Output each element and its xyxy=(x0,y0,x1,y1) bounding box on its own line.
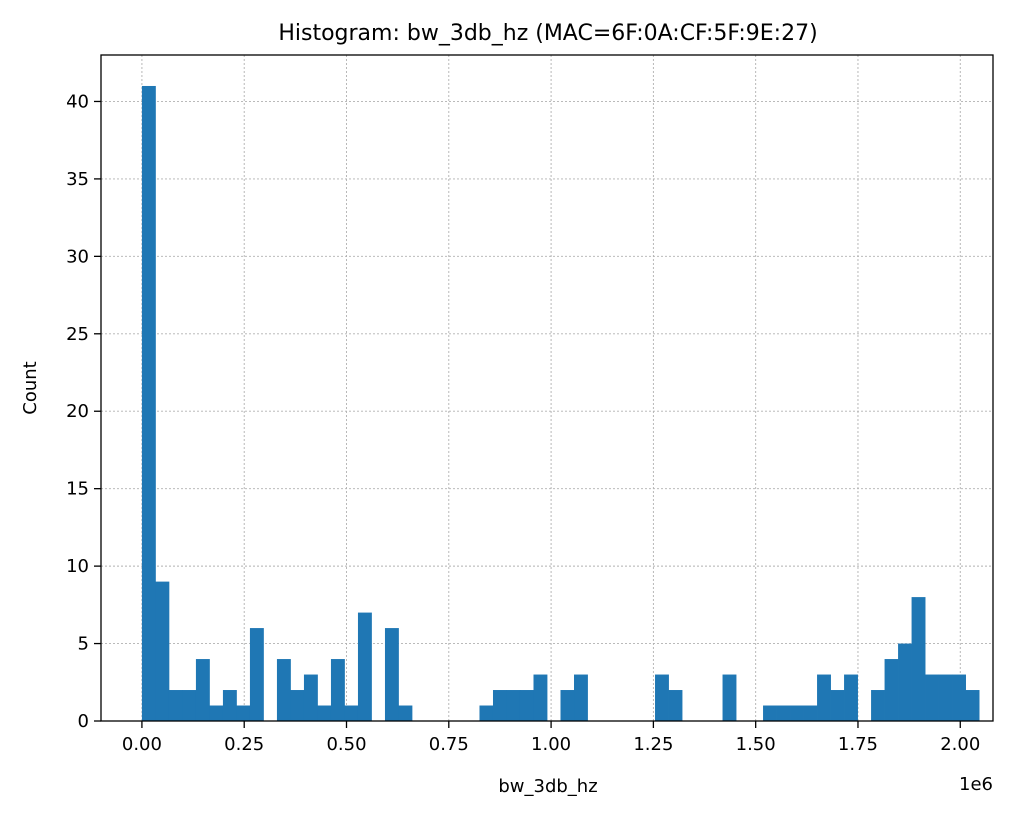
y-tick-label: 20 xyxy=(66,401,89,422)
histogram-bar xyxy=(303,674,318,721)
histogram-bar xyxy=(276,659,291,721)
histogram-bar xyxy=(938,674,953,721)
histogram-bar xyxy=(722,674,737,721)
histogram-bar xyxy=(236,705,251,721)
histogram-bar xyxy=(574,674,588,721)
histogram-bar xyxy=(506,690,521,721)
x-tick-label: 1.50 xyxy=(736,734,776,755)
x-tick-label: 0.75 xyxy=(429,734,469,755)
histogram-bar xyxy=(249,628,264,721)
x-tick-label: 0.50 xyxy=(326,734,366,755)
histogram-bar xyxy=(209,705,224,721)
histogram-bar xyxy=(398,705,413,721)
histogram-bar xyxy=(668,690,683,721)
histogram-bar xyxy=(844,674,858,721)
y-tick-label: 35 xyxy=(66,169,89,190)
histogram-bar xyxy=(384,628,399,721)
histogram-bar xyxy=(884,659,899,721)
histogram-bar xyxy=(911,597,926,721)
histogram-bar xyxy=(560,690,575,721)
x-axis-ticks: 0.00 0.25 0.50 0.75 1.00 1.25 1.50 1.75 2.00 xyxy=(122,721,980,755)
y-tick-label: 5 xyxy=(78,634,89,655)
histogram-bar xyxy=(898,643,912,721)
x-tick-label: 1.75 xyxy=(838,734,878,755)
histogram-bar xyxy=(344,705,359,721)
y-tick-label: 10 xyxy=(66,556,89,577)
plot-area-frame xyxy=(100,54,994,722)
y-tick-label: 40 xyxy=(66,91,89,112)
histogram-bars xyxy=(141,85,980,721)
x-tick-label: 1.00 xyxy=(531,734,571,755)
histogram-bar xyxy=(790,705,804,721)
histogram-bar xyxy=(763,705,777,721)
histogram-bar xyxy=(222,690,237,721)
x-tick-label: 0.25 xyxy=(224,734,264,755)
y-axis-label: Count xyxy=(20,361,41,414)
histogram-bar xyxy=(195,659,210,721)
histogram-bar xyxy=(952,674,966,721)
y-axis-ticks: 0 5 10 15 20 25 30 35 40 xyxy=(66,91,101,732)
histogram-bar xyxy=(492,690,507,721)
x-tick-label: 0.00 xyxy=(122,734,162,755)
y-tick-label: 0 xyxy=(78,711,89,732)
histogram-bar xyxy=(317,705,332,721)
histogram-bar xyxy=(155,581,170,721)
histogram-bar xyxy=(830,690,845,721)
histogram-bar xyxy=(533,674,548,721)
histogram-bar xyxy=(871,690,885,721)
histogram-bar xyxy=(141,85,156,721)
y-tick-label: 30 xyxy=(66,246,89,267)
histogram-bar xyxy=(655,674,669,721)
histogram-bar xyxy=(776,705,791,721)
x-tick-label: 1.25 xyxy=(633,734,673,755)
histogram-bar xyxy=(168,690,183,721)
histogram-bar xyxy=(357,612,372,721)
histogram-bar xyxy=(182,690,197,721)
histogram-bar xyxy=(965,690,980,721)
y-tick-label: 15 xyxy=(66,479,89,500)
histogram-bar xyxy=(925,674,939,721)
x-axis-label: bw_3db_hz xyxy=(498,776,597,797)
chart-title: Histogram: bw_3db_hz (MAC=6F:0A:CF:5F:9E… xyxy=(278,21,817,46)
histogram-bar xyxy=(479,705,494,721)
histogram-bar xyxy=(803,705,818,721)
histogram-bar xyxy=(330,659,345,721)
histogram-bar xyxy=(519,690,534,721)
x-tick-label: 2.00 xyxy=(940,734,980,755)
histogram-bar xyxy=(290,690,305,721)
x-axis-offset-text: 1e6 xyxy=(959,774,993,795)
histogram-bar xyxy=(817,674,831,721)
y-tick-label: 25 xyxy=(66,324,89,345)
